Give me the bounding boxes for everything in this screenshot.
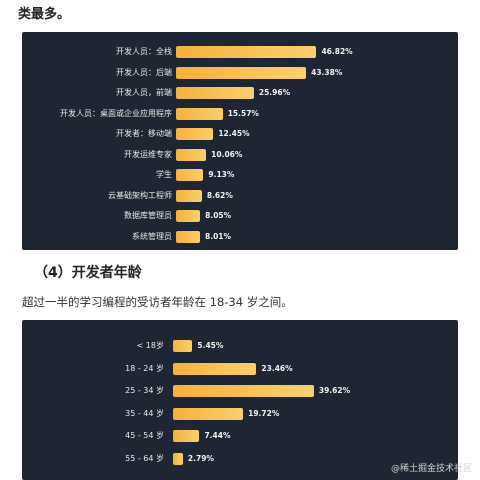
bar-row: 18 - 24 岁 23.46% (22, 362, 458, 376)
bar (176, 148, 207, 161)
bar (176, 210, 201, 222)
bar-row: 开发者：移动端 12.45% (22, 127, 458, 141)
value-label: 25.96% (258, 88, 291, 97)
bar (173, 362, 257, 375)
watermark: @稀土掘金技术社区 (390, 464, 472, 474)
category-label: 开发人员：全栈 (116, 47, 172, 56)
value-label: 46.82% (321, 47, 353, 56)
value-label: 7.44% (204, 431, 231, 440)
category-label: 55 - 64 岁 (125, 453, 164, 463)
intro-text: 类最多。 (18, 7, 71, 22)
bar-row: 开发运维专家 10.06% (22, 148, 458, 162)
value-label: 12.45% (218, 129, 250, 138)
value-label: 2.79% (187, 453, 214, 463)
value-label: 8.05% (205, 211, 232, 220)
bar (176, 230, 201, 243)
bar (176, 107, 223, 120)
bar-row: 开发人员：桌面或企业应用程序 15.57% (22, 107, 458, 121)
bar-row: 开发人员，前端 25.96% (22, 86, 458, 100)
bar (173, 452, 183, 465)
bar (173, 430, 200, 442)
category-label: 云基础架构工程师 (108, 190, 172, 200)
bar-row: 云基础架构工程师 8.62% (22, 189, 458, 203)
category-label: 开发者：移动端 (116, 129, 172, 138)
category-label: 18 - 24 岁 (125, 363, 164, 373)
category-label: < 18岁 (136, 341, 164, 350)
value-label: 15.57% (227, 108, 259, 118)
category-label: 开发人员，前端 (116, 88, 172, 97)
bar-row: 25 - 34 岁 39.62% (22, 384, 458, 398)
bar-row: 55 - 64 岁 2.79% (22, 452, 458, 466)
category-label: 开发人员：桌面或企业应用程序 (60, 108, 172, 118)
category-label: 开发人员：后端 (116, 67, 172, 77)
bar (176, 169, 204, 181)
value-label: 5.45% (197, 341, 224, 350)
value-label: 39.62% (318, 386, 351, 395)
bar (176, 189, 202, 202)
bar-row: 35 - 44 岁 19.72% (22, 407, 458, 421)
category-label: 数据库管理员 (124, 211, 172, 220)
section-paragraph: 超过一半的学习编程的受访者年龄在 18-34 岁之间。 (22, 295, 293, 309)
bar (173, 340, 193, 352)
value-label: 8.01% (205, 231, 232, 241)
category-label: 25 - 34 岁 (125, 386, 164, 395)
category-label: 45 - 54 岁 (125, 431, 164, 440)
category-label: 系统管理员 (132, 231, 172, 241)
bar (176, 46, 317, 58)
bar-row: 45 - 54 岁 7.44% (22, 429, 458, 443)
age-chart: < 18岁 5.45% 18 - 24 岁 23.46% 25 - 34 岁 39.62%… (22, 320, 458, 480)
bar-row: 开发人员：全栈 46.82% (22, 45, 458, 59)
bar-row: < 18岁 5.45% (22, 339, 458, 353)
value-label: 10.06% (211, 149, 243, 159)
value-label: 23.46% (261, 363, 293, 373)
value-label: 43.38% (311, 67, 343, 77)
section-heading: （4）开发者年龄 (34, 265, 142, 281)
value-label: 8.62% (206, 190, 233, 200)
bar (173, 407, 244, 420)
category-label: 35 - 44 岁 (125, 408, 164, 418)
value-label: 19.72% (248, 408, 280, 418)
bar-row: 学生 9.13% (22, 168, 458, 182)
category-label: 学生 (156, 170, 172, 179)
bar-row: 开发人员：后端 43.38% (22, 66, 458, 80)
bar (173, 385, 314, 397)
bar (176, 66, 307, 79)
roles-chart: 开发人员：全栈 46.82% 开发人员：后端 43.38% 开发人员，前端 25.96% 开… (22, 32, 458, 250)
category-label: 开发运维专家 (124, 149, 172, 159)
value-label: 9.13% (208, 170, 235, 179)
bar (176, 87, 254, 99)
bar-row: 系统管理员 8.01% (22, 230, 458, 244)
bar-row: 数据库管理员 8.05% (22, 209, 458, 223)
bar (176, 128, 214, 140)
